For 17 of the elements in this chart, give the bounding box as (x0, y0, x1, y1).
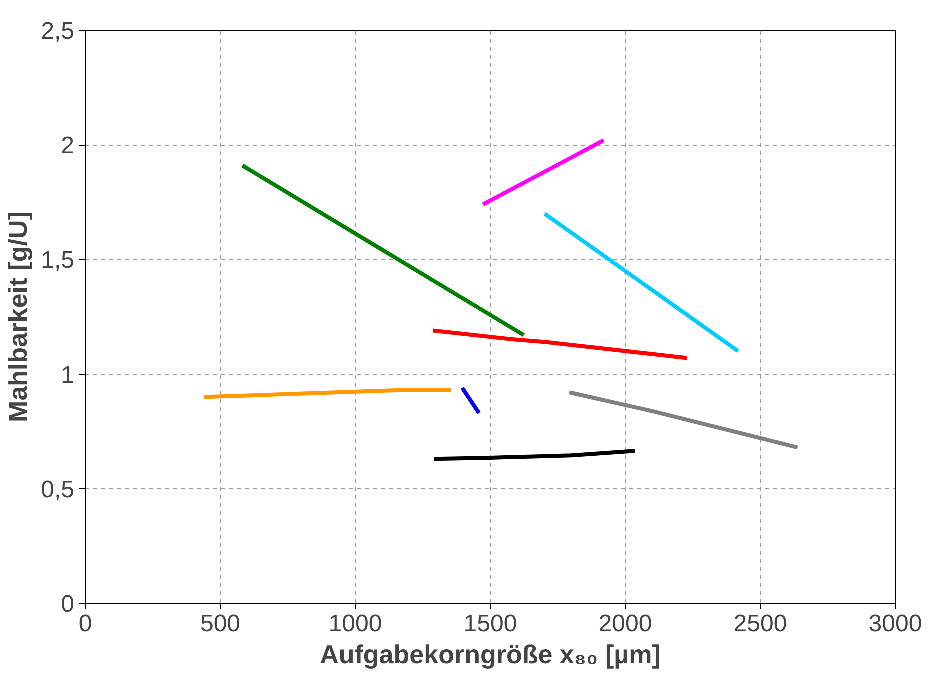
x-tick-label: 0 (78, 610, 92, 638)
y-tick-label: 0,5 (41, 476, 75, 504)
x-tick-label: 2500 (734, 610, 788, 638)
x-tick-label: 1000 (328, 610, 382, 638)
y-tick-label: 1 (61, 362, 75, 389)
y-tick-label: 2 (61, 132, 75, 160)
y-axis-title: Mahlbarkeit [g/U] (3, 212, 34, 422)
y-tick-label: 0 (61, 591, 75, 618)
x-tick-label: 3000 (868, 610, 922, 638)
line-series (432, 449, 638, 462)
line-series (431, 328, 690, 360)
x-tick-label: 500 (200, 610, 241, 638)
x-tick-label: 2000 (598, 610, 652, 638)
x-tick-label: 1500 (464, 610, 518, 638)
y-tick-label: 1,5 (41, 247, 75, 274)
x-axis-title: Aufgabekorngröße x₈₀ [µm] (320, 640, 661, 670)
y-tick-label: 2,5 (41, 18, 75, 45)
